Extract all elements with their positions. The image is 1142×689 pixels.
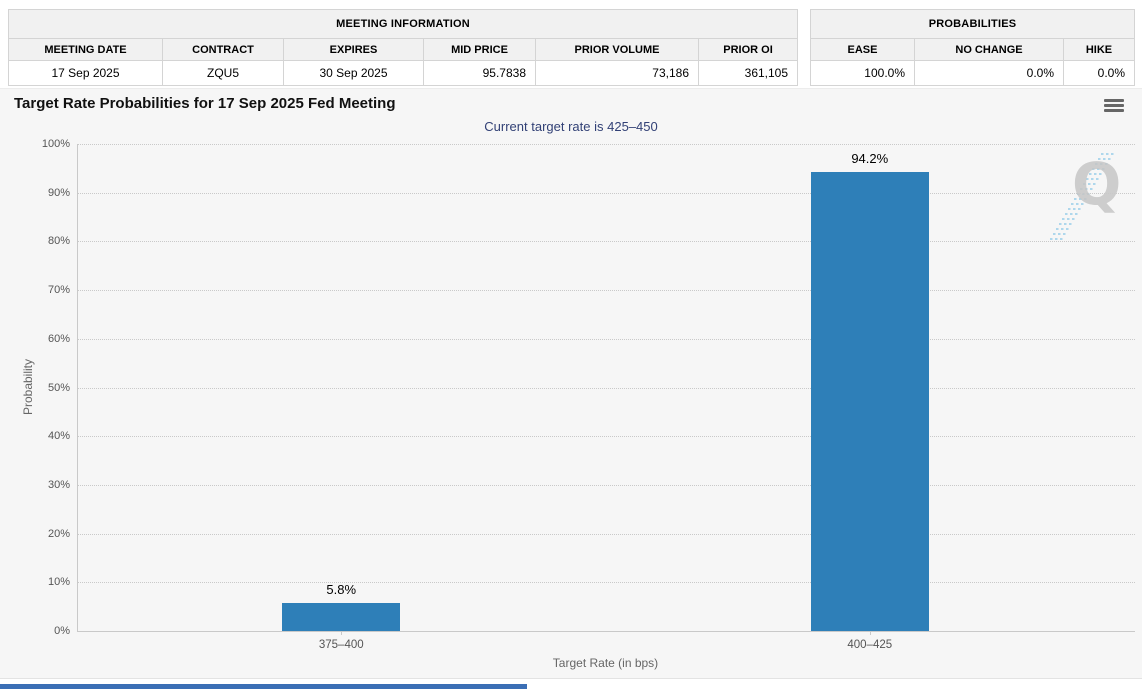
category-slot-400-425: 94.2% 400–425	[606, 144, 1135, 651]
col-header-no-change: NO CHANGE	[914, 38, 1064, 61]
y-axis-tick-label: 80%	[47, 235, 70, 248]
chart-title: Target Rate Probabilities for 17 Sep 202…	[14, 95, 396, 112]
quikstrike-watermark: Q	[1050, 147, 1130, 247]
category-slot-375-400: 5.8% 375–400	[77, 144, 606, 651]
hamburger-menu-icon[interactable]	[1104, 99, 1124, 113]
menu-line	[1104, 99, 1124, 102]
contract-value: ZQU5	[162, 60, 284, 86]
gridline	[78, 290, 1135, 292]
probabilities-title: PROBABILITIES	[809, 9, 1136, 39]
y-axis-tick-label: 50%	[47, 381, 70, 394]
bar-value-label: 94.2%	[851, 151, 889, 166]
y-axis-tick-label: 10%	[47, 576, 70, 589]
gridline	[78, 387, 1135, 389]
no-change-value: 0.0%	[914, 60, 1064, 86]
x-axis-tick	[341, 631, 343, 635]
y-axis-tick-label: 40%	[47, 430, 70, 443]
mid-price-value: 95.7838	[423, 60, 536, 86]
watermark-swoosh	[1050, 153, 1115, 240]
col-header-expires: EXPIRES	[283, 38, 424, 61]
gridline	[78, 582, 1135, 584]
gridline	[78, 144, 1135, 145]
meeting-information-table: MEETING INFORMATION MEETING DATE CONTRAC…	[7, 9, 799, 86]
meeting-date-value: 17 Sep 2025	[8, 60, 163, 86]
expires-value: 30 Sep 2025	[283, 60, 424, 86]
gridline	[78, 338, 1135, 340]
gridline	[78, 484, 1135, 486]
watermark-q-letter: Q	[1072, 150, 1122, 218]
x-axis-tick	[869, 631, 871, 635]
y-axis-tick-label: 70%	[47, 284, 70, 297]
prior-oi-value: 361,105	[697, 60, 799, 86]
y-axis-tick-label: 0%	[54, 625, 70, 637]
bar-400-425[interactable]	[810, 172, 929, 631]
bottom-loading-bar	[0, 684, 527, 689]
col-header-meeting-date: MEETING DATE	[8, 38, 163, 61]
y-axis-tick-label: 20%	[47, 527, 70, 540]
menu-line	[1104, 109, 1124, 112]
gridline	[78, 192, 1135, 194]
gridline	[78, 533, 1135, 535]
col-header-mid-price: MID PRICE	[423, 38, 536, 61]
y-axis-tick-label: 60%	[47, 332, 70, 345]
menu-line	[1104, 104, 1124, 107]
bar-series: 5.8% 375–400 94.2% 400–425	[77, 144, 1135, 651]
ease-value: 100.0%	[810, 60, 915, 86]
chart-subtitle: Current target rate is 425–450	[484, 119, 658, 134]
col-header-prior-volume: PRIOR VOLUME	[535, 38, 699, 61]
hike-value: 0.0%	[1062, 60, 1136, 86]
bar-375-400[interactable]	[282, 603, 401, 631]
x-axis-title: Target Rate (in bps)	[552, 656, 659, 670]
table-row: 17 Sep 2025 ZQU5 30 Sep 2025 95.7838 73,…	[8, 60, 799, 86]
target-rate-chart: Target Rate Probabilities for 17 Sep 202…	[0, 88, 1142, 679]
col-header-ease: EASE	[810, 38, 915, 61]
x-axis-line	[77, 631, 1134, 632]
col-header-hike: HIKE	[1062, 38, 1136, 61]
y-axis-tick-label: 100%	[41, 138, 70, 150]
gridline	[78, 436, 1135, 438]
y-axis-tick-label: 90%	[47, 186, 70, 199]
x-axis-category-label: 400–425	[847, 639, 893, 651]
prior-volume-value: 73,186	[535, 60, 699, 86]
y-axis-tick-label: 30%	[47, 478, 70, 491]
bar-value-label: 5.8%	[326, 582, 357, 597]
y-axis-labels: 0% 10% 20% 30% 40% 50% 60% 70% 80% 90% 100%	[0, 138, 70, 637]
x-axis-category-label: 375–400	[318, 639, 364, 651]
col-header-prior-oi: PRIOR OI	[697, 38, 799, 61]
col-header-contract: CONTRACT	[162, 38, 284, 61]
meeting-information-title: MEETING INFORMATION	[7, 9, 799, 39]
probabilities-table: PROBABILITIES EASE NO CHANGE HIKE 100.0%…	[809, 9, 1136, 86]
gridline	[78, 241, 1135, 243]
table-row: 100.0% 0.0% 0.0%	[810, 60, 1136, 86]
